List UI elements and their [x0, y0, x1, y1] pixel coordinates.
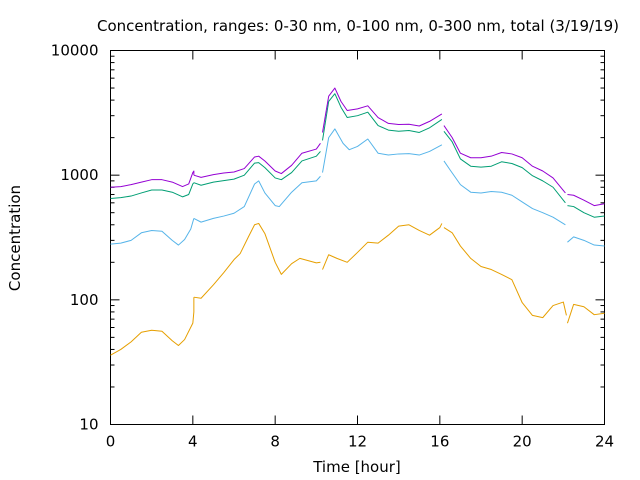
series-segment — [443, 160, 566, 226]
y-tick-label: 1000 — [60, 166, 98, 184]
series-segment — [443, 130, 566, 204]
series-segment — [322, 128, 443, 173]
x-tick-label: 4 — [188, 433, 198, 451]
series-segment — [443, 125, 566, 194]
series-group — [110, 87, 605, 356]
series-line — [110, 128, 605, 247]
x-tick-label: 20 — [513, 433, 532, 451]
y-tick-label: 10 — [79, 416, 98, 434]
series-line — [110, 93, 605, 218]
series-segment — [193, 151, 321, 186]
x-axis: 0 4 8 12 16 20 24 — [106, 50, 614, 451]
chart-title: Concentration, ranges: 0-30 nm, 0-100 nm… — [97, 17, 619, 35]
y-axis: 10 100 1000 10000 — [51, 42, 605, 434]
x-tick-label: 12 — [348, 433, 367, 451]
series-segment — [322, 87, 443, 133]
series-segment — [193, 143, 321, 178]
x-tick-label: 8 — [270, 433, 280, 451]
series-line — [110, 222, 605, 356]
series-segment — [193, 175, 321, 223]
x-tick-label: 0 — [106, 433, 116, 451]
series-segment — [193, 222, 321, 299]
series-segment — [443, 227, 567, 319]
series-segment — [110, 170, 195, 188]
y-axis-label: Concentration — [6, 185, 24, 291]
plot-frame — [110, 50, 605, 425]
series-segment — [110, 182, 195, 199]
series-segment — [110, 218, 195, 246]
series-segment — [567, 193, 605, 207]
x-tick-label: 24 — [595, 433, 614, 451]
x-axis-label: Time [hour] — [312, 458, 401, 476]
series-segment — [322, 93, 443, 141]
series-segment — [322, 223, 443, 270]
y-tick-label: 100 — [70, 291, 99, 309]
y-tick-label: 10000 — [51, 42, 99, 60]
series-line — [110, 87, 605, 207]
series-segment — [110, 297, 195, 356]
series-segment — [567, 205, 605, 218]
series-segment — [566, 303, 605, 324]
series-segment — [567, 236, 605, 247]
x-tick-label: 16 — [430, 433, 449, 451]
